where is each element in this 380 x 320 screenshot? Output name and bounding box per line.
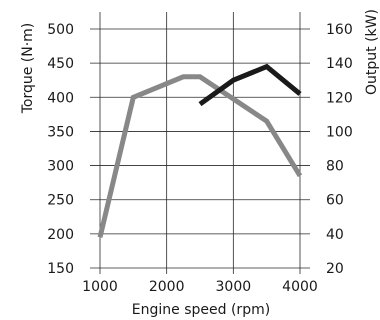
y-left-tick-label: 200 [47,227,74,243]
x-tick-label: 2000 [149,279,185,295]
y-right-tick-label: 120 [326,90,353,106]
y-right-tick-label: 80 [326,159,344,175]
y-left-tick-label: 150 [47,261,74,277]
x-axis-title: Engine speed (rpm) [132,302,270,318]
x-tick-label: 4000 [282,279,318,295]
torque-curve [97,74,303,238]
y-left-tick-label: 350 [47,124,74,140]
y-right-tick-label: 160 [326,22,353,38]
y-right-tick-label: 100 [326,124,353,140]
y-left-tick-label: 450 [47,56,74,72]
y-left-tick-label: 500 [47,22,74,38]
grid-lines [90,12,310,274]
y-left-tick-label: 400 [47,90,74,106]
y-right-tick-label: 140 [326,56,353,72]
tick-labels: 150 200 250 300 350 400 450 500 20 40 60 80 100 120 14… [47,22,352,295]
x-tick-label: 3000 [216,279,252,295]
output-curve [198,63,302,107]
y-right-tick-label: 40 [326,227,344,243]
right-y-axis-title: Output (kW) [364,9,380,95]
y-right-tick-label: 20 [326,261,344,277]
left-y-axis-title: Torque (N·m) [20,23,36,115]
y-right-tick-label: 60 [326,193,344,209]
y-left-tick-label: 250 [47,193,74,209]
series-layer [97,63,303,238]
x-tick-label: 1000 [82,279,118,295]
y-left-tick-label: 300 [47,159,74,175]
